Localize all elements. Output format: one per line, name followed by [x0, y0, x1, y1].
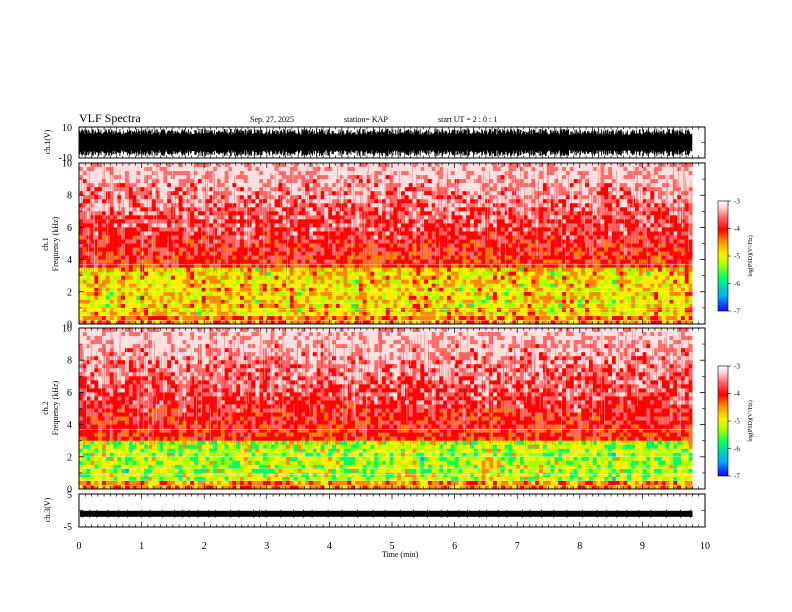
spectrogram-ytick-label: 10	[62, 324, 72, 335]
spectrogram-ytick-label: 4	[67, 420, 72, 431]
colorbar-tick-label: -7	[734, 473, 740, 481]
colorbar-tick-label: -4	[734, 390, 740, 398]
ch3-waveform-ylabel: ch.3(V)	[43, 497, 52, 522]
station-label: station= KAP	[344, 115, 388, 124]
ch1-waveform-panel: 10 -10 ch.1(V)	[43, 123, 705, 164]
time-axis-label: Time (min)	[382, 550, 419, 559]
ch1-spectrogram-image	[79, 163, 705, 324]
ch2-colorbar-label: log(PSD)(V²/Hz)	[747, 400, 754, 441]
colorbar-tick-label: -7	[734, 308, 740, 316]
date-label: Sep. 27, 2025	[250, 115, 294, 124]
ch1-colorbar: -3 -4 -5 -6 -7 log(PSD)(V²/Hz)	[718, 198, 754, 316]
time-tick-label: 8	[577, 541, 582, 552]
colorbar-tick-label: -3	[734, 363, 740, 371]
ch3-waveform-line	[80, 511, 693, 517]
vlf-figure: VLF Spectra Sep. 27, 2025 station= KAP s…	[0, 0, 792, 612]
ch2-colorbar-scale	[718, 366, 728, 476]
spectrogram-ytick-label: 8	[67, 191, 72, 202]
time-tick-label: 4	[327, 541, 332, 552]
colorbar-tick-label: -5	[734, 253, 740, 261]
spectrogram-ytick-label: 4	[67, 255, 72, 266]
figure-title: VLF Spectra	[79, 111, 141, 125]
ch2-colorbar: -3 -4 -5 -6 -7 log(PSD)(V²/Hz)	[718, 363, 754, 481]
spectrogram-ytick-label: 6	[67, 223, 72, 234]
time-tick-label: 1	[139, 541, 144, 552]
ch2-spectrogram-image	[79, 328, 705, 489]
spectrogram-ytick-label: 8	[67, 356, 72, 367]
colorbar-tick-label: -6	[734, 445, 740, 453]
ch3-waveform-trace	[80, 510, 693, 518]
ch1-colorbar-label: log(PSD)(V²/Hz)	[747, 235, 754, 276]
ch2-spec-ylabel: Frequency (kHz)	[51, 380, 60, 435]
time-tick-label: 2	[202, 541, 207, 552]
colorbar-tick-label: -4	[734, 225, 740, 233]
ch2-spec-ylabel-top: ch.2	[41, 401, 50, 415]
spectrogram-ytick-label: 2	[67, 287, 72, 298]
ch3-waveform-panel: 5 -5 ch.3(V)	[43, 490, 705, 533]
ch1-colorbar-scale	[718, 201, 728, 311]
colorbar-tick-label: -3	[734, 198, 740, 206]
ch1-ymax-label: 10	[62, 123, 72, 134]
ch1-spec-ylabel: Frequency (kHz)	[51, 216, 60, 271]
ch3-ymin-label: -5	[64, 522, 72, 533]
ch1-waveform-trace	[80, 129, 692, 157]
ch1-waveform-line	[80, 129, 692, 157]
ch1-waveform-ylabel: ch.1(V)	[43, 129, 52, 154]
colorbar-tick-label: -5	[734, 418, 740, 426]
time-tick-label: 3	[264, 541, 269, 552]
time-tick-label: 7	[515, 541, 520, 552]
ch1-spec-ylabel-top: ch.1	[41, 237, 50, 251]
spectrogram-ytick-label: 6	[67, 388, 72, 399]
time-tick-label: 0	[77, 541, 82, 552]
start-ut-label: start UT = 2 : 0 : 1	[438, 115, 497, 124]
spectrogram-ytick-label: 2	[67, 452, 72, 463]
time-tick-label: 9	[640, 541, 645, 552]
colorbar-tick-label: -6	[734, 280, 740, 288]
time-tick-label: 6	[452, 541, 457, 552]
ch3-ymax-label: 5	[67, 490, 72, 501]
time-tick-label: 10	[700, 541, 710, 552]
spectrogram-ytick-label: 10	[62, 159, 72, 170]
